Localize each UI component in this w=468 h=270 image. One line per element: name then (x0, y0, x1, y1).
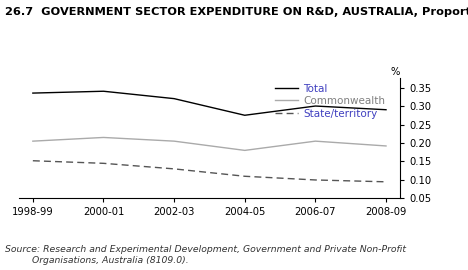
State/territory (101, 162, 106, 165)
Line: State/territory: State/territory (33, 161, 386, 182)
Line: Commonwealth: Commonwealth (33, 137, 386, 150)
Total (383, 108, 389, 111)
Commonwealth (383, 144, 389, 148)
Commonwealth (30, 140, 36, 143)
State/territory (171, 167, 177, 170)
Text: %: % (391, 67, 400, 77)
State/territory (383, 180, 389, 183)
Text: Source: Research and Experimental Development, Government and Private Non-Profit: Source: Research and Experimental Develo… (5, 245, 406, 265)
Commonwealth (313, 140, 318, 143)
Total (101, 90, 106, 93)
Commonwealth (171, 140, 177, 143)
Total (171, 97, 177, 100)
Legend: Total, Commonwealth, State/territory: Total, Commonwealth, State/territory (275, 83, 385, 119)
Line: Total: Total (33, 91, 386, 115)
Commonwealth (242, 149, 248, 152)
Text: 26.7  GOVERNMENT SECTOR EXPENDITURE ON R&D, AUSTRALIA, Proportion of GDP: 26.7 GOVERNMENT SECTOR EXPENDITURE ON R&… (5, 7, 468, 17)
Commonwealth (101, 136, 106, 139)
State/territory (242, 175, 248, 178)
Total (30, 92, 36, 95)
Total (313, 104, 318, 108)
Total (242, 114, 248, 117)
State/territory (313, 178, 318, 182)
State/territory (30, 159, 36, 162)
